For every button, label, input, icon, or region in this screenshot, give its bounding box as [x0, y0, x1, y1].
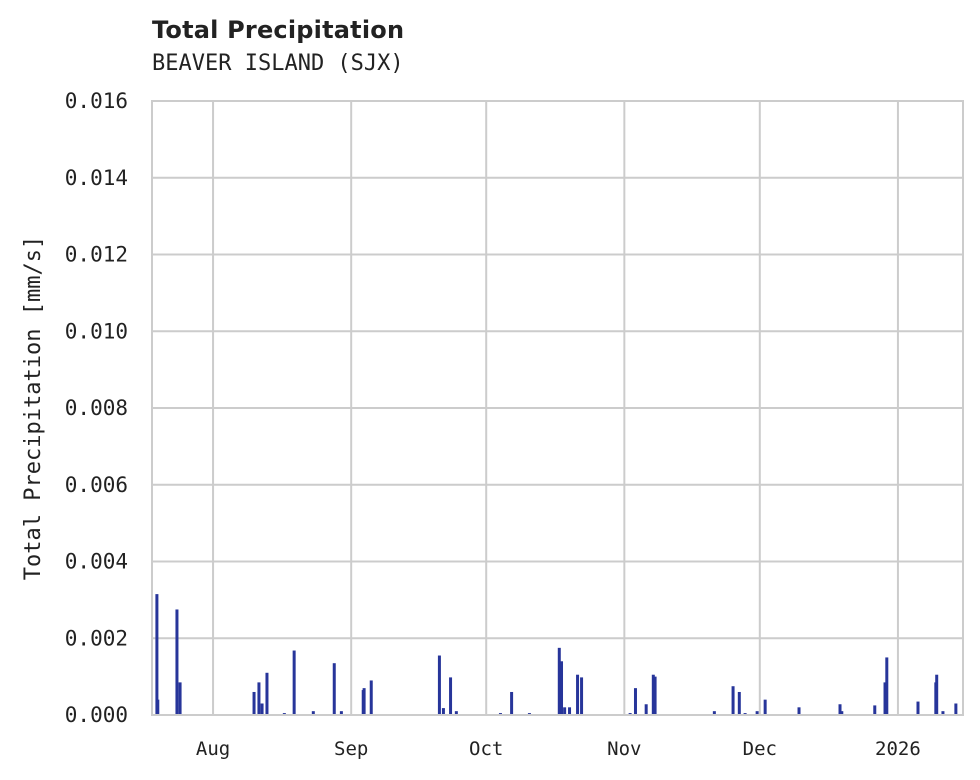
- precipitation-bar: [873, 705, 877, 715]
- precipitation-bar: [175, 609, 179, 715]
- precipitation-bar: [568, 707, 572, 715]
- precipitation-bar: [644, 704, 648, 715]
- precipitation-bars: [155, 594, 958, 715]
- precipitation-bar: [560, 661, 564, 715]
- precipitation-bar: [935, 674, 939, 715]
- x-tick-label: 2026: [875, 738, 921, 760]
- precipitation-bar: [156, 699, 160, 715]
- precipitation-bar: [557, 647, 561, 715]
- precipitation-bar: [362, 688, 366, 715]
- precipitation-bar: [265, 672, 269, 715]
- y-tick-label: 0.000: [65, 703, 128, 727]
- y-tick-label: 0.012: [65, 243, 128, 267]
- precipitation-bar: [311, 711, 315, 715]
- y-tick-label: 0.014: [65, 166, 128, 190]
- precipitation-bar: [916, 701, 920, 715]
- y-tick-label: 0.016: [65, 89, 128, 113]
- precipitation-bar: [580, 677, 584, 715]
- precipitation-bar: [510, 691, 514, 715]
- precipitation-bar: [651, 674, 655, 715]
- y-tick-label: 0.006: [65, 473, 128, 497]
- precipitation-bar: [441, 708, 445, 715]
- precipitation-bar: [292, 650, 296, 715]
- precipitation-bar: [252, 691, 256, 715]
- precipitation-bar: [885, 657, 889, 715]
- precipitation-bar: [257, 682, 261, 715]
- chart-title: Total Precipitation: [152, 16, 405, 44]
- chart-subtitle: BEAVER ISLAND (SJX): [152, 51, 404, 76]
- precipitation-bar: [838, 704, 842, 715]
- precipitation-bar: [155, 594, 159, 715]
- precipitation-bar: [178, 682, 182, 715]
- x-tick-label: Nov: [607, 738, 641, 760]
- y-axis-ticks: 0.000 0.002 0.004 0.006 0.008 0.010 0.012 0.014…: [65, 89, 128, 727]
- x-axis-ticks: Aug Sep Oct Nov Dec 2026: [196, 738, 921, 760]
- x-tick-label: Sep: [334, 738, 368, 760]
- precipitation-bar: [941, 711, 945, 715]
- precipitation-bar: [731, 686, 735, 715]
- precipitation-bar: [563, 707, 567, 715]
- x-tick-label: Dec: [743, 738, 777, 760]
- x-tick-label: Aug: [196, 738, 230, 760]
- y-tick-label: 0.008: [65, 396, 128, 420]
- precipitation-bar: [260, 703, 264, 715]
- precipitation-bar: [454, 711, 458, 715]
- precipitation-bar: [332, 663, 336, 715]
- precipitation-bar: [755, 711, 759, 715]
- precipitation-bar: [339, 711, 343, 715]
- precipitation-bar: [449, 677, 453, 715]
- precipitation-bar: [954, 703, 958, 715]
- precipitation-bar: [737, 691, 741, 715]
- precipitation-bar: [763, 699, 767, 715]
- precipitation-bar: [712, 711, 716, 715]
- precipitation-bar: [369, 680, 373, 715]
- y-tick-label: 0.004: [65, 550, 128, 574]
- x-tick-label: Oct: [469, 738, 503, 760]
- precipitation-bar: [633, 688, 637, 715]
- y-tick-label: 0.002: [65, 626, 128, 650]
- y-axis-label: Total Precipitation [mm/s]: [21, 236, 46, 580]
- precipitation-bar: [840, 711, 844, 715]
- precipitation-bar: [883, 682, 887, 715]
- precipitation-bar: [576, 674, 580, 715]
- grid-lines: [152, 100, 963, 716]
- plot-frame: [151, 100, 964, 716]
- precipitation-bar: [653, 676, 657, 715]
- y-tick-label: 0.010: [65, 319, 128, 343]
- precipitation-bar: [437, 655, 441, 715]
- precipitation-bar: [797, 707, 801, 715]
